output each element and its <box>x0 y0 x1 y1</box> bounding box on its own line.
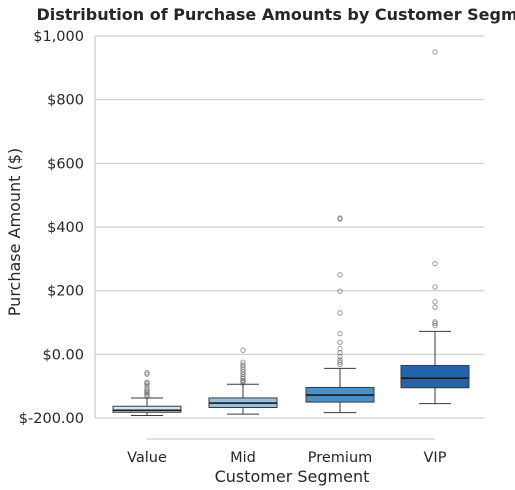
y-tick-label: $1,000 <box>33 29 84 45</box>
outlier-point <box>240 377 246 384</box>
box-vip <box>400 49 470 405</box>
outlier-point <box>432 260 438 267</box>
outlier-point <box>337 310 343 316</box>
x-tick-label: Value <box>127 450 167 466</box>
outlier-point <box>432 284 438 290</box>
outlier-point <box>144 382 150 388</box>
outlier-point <box>337 357 343 363</box>
outlier-point <box>432 299 438 305</box>
outlier-point <box>337 272 343 278</box>
outlier-point <box>240 359 246 365</box>
box-value <box>112 370 182 416</box>
box-premium <box>305 215 375 414</box>
iqr-box <box>400 364 470 389</box>
outlier-point <box>432 323 438 329</box>
grid-lines <box>95 35 484 419</box>
outlier-point <box>337 330 343 337</box>
box-mid <box>208 347 278 415</box>
outlier-point <box>144 370 150 376</box>
outlier-point <box>337 345 343 352</box>
outlier-point <box>432 319 438 325</box>
y-axis-label: Purchase Amount ($) <box>5 148 24 316</box>
outlier-point <box>144 387 150 393</box>
outlier-point <box>240 347 246 353</box>
outlier-point <box>432 320 438 327</box>
y-tick-label: $200 <box>47 284 84 300</box>
outlier-point <box>432 49 438 55</box>
boxes <box>112 49 470 416</box>
outlier-point <box>337 215 343 221</box>
outlier-point <box>337 359 343 365</box>
iqr-box <box>112 405 182 413</box>
x-tick-label: Mid <box>230 450 256 466</box>
y-tick-label: $0.00 <box>42 347 84 363</box>
y-tick-labels: $-200.00 $0.00 $200 $400 $600 $800 $1,000 <box>19 29 84 427</box>
outlier-point <box>144 379 150 385</box>
y-tick-label: $400 <box>47 220 84 236</box>
outlier-point <box>432 304 438 310</box>
outlier-point <box>240 375 246 381</box>
x-axis-label: Customer Segment <box>215 467 370 486</box>
outlier-point <box>144 389 150 395</box>
outlier-point <box>240 362 246 368</box>
chart-title: Distribution of Purchase Amounts by Cust… <box>36 5 515 24</box>
x-tick-label: VIP <box>424 450 447 466</box>
x-tick-label: Premium <box>308 450 373 466</box>
outlier-point <box>337 339 343 345</box>
y-tick-label: $-200.00 <box>19 411 84 427</box>
x-tick-labels: Value Mid Premium VIP <box>127 450 447 466</box>
y-tick-label: $800 <box>47 93 84 109</box>
y-tick-label: $600 <box>47 156 84 172</box>
outlier-point <box>337 288 343 294</box>
